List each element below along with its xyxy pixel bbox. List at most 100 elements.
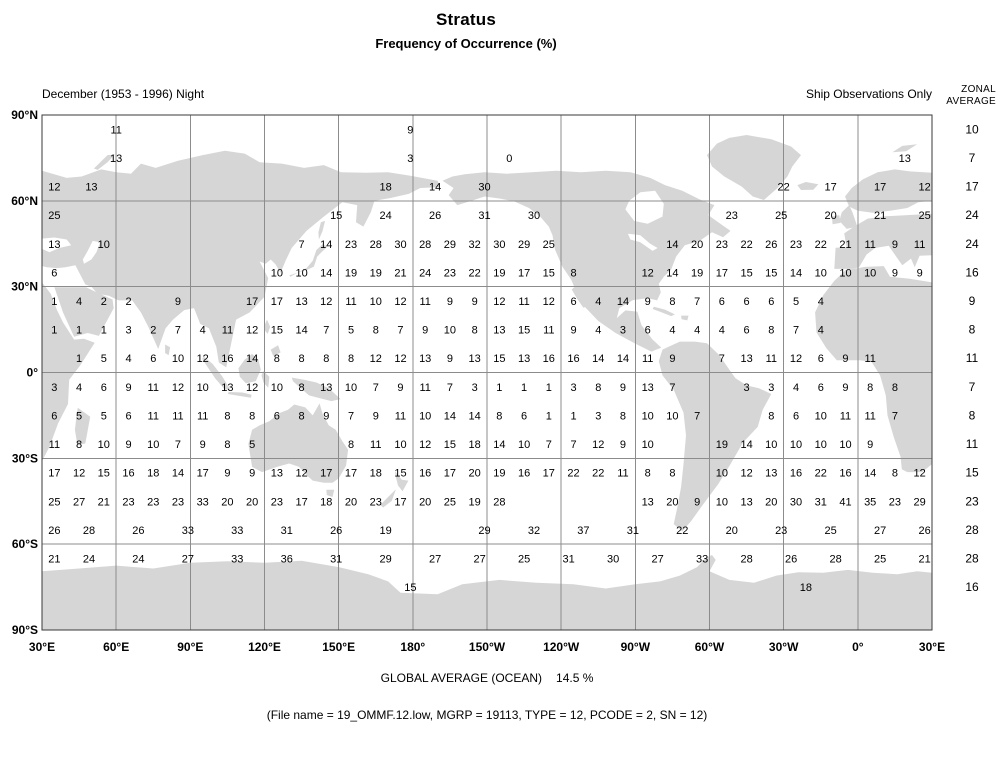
grid-value: 20 bbox=[345, 496, 357, 508]
grid-value: 8 bbox=[570, 267, 576, 279]
grid-value: 8 bbox=[472, 325, 478, 337]
landmass bbox=[831, 215, 841, 225]
grid-value: 23 bbox=[370, 496, 382, 508]
landmass bbox=[165, 344, 171, 356]
grid-value: 21 bbox=[48, 553, 60, 565]
grid-value: 14 bbox=[617, 353, 629, 365]
lon-tick-label: 0° bbox=[852, 640, 864, 654]
grid-value: 11 bbox=[766, 353, 777, 365]
grid-value: 6 bbox=[570, 296, 576, 308]
grid-value: 31 bbox=[281, 525, 293, 537]
grid-value: 23 bbox=[790, 239, 802, 251]
grid-value: 30 bbox=[478, 182, 490, 194]
grid-value: 9 bbox=[125, 382, 131, 394]
grid-value: 10 bbox=[765, 439, 777, 451]
grid-value: 2 bbox=[150, 325, 156, 337]
source-caption: Ship Observations Only bbox=[805, 87, 932, 101]
lon-tick-label: 60°W bbox=[695, 640, 725, 654]
grid-value: 6 bbox=[521, 410, 527, 422]
grid-value: 12 bbox=[295, 468, 307, 480]
grid-value: 17 bbox=[543, 468, 555, 480]
grid-value: 27 bbox=[473, 553, 485, 565]
grid-value: 8 bbox=[224, 410, 230, 422]
grid-value: 6 bbox=[744, 296, 750, 308]
zonal-average-value: 28 bbox=[965, 551, 979, 565]
grid-value: 15 bbox=[404, 582, 416, 594]
grid-value: 7 bbox=[719, 353, 725, 365]
grid-value: 23 bbox=[775, 525, 787, 537]
grid-value: 12 bbox=[740, 468, 752, 480]
grid-value: 0 bbox=[506, 153, 512, 165]
grid-value: 11 bbox=[840, 410, 851, 422]
grid-value: 4 bbox=[125, 353, 131, 365]
grid-value: 9 bbox=[397, 382, 403, 394]
grid-value: 23 bbox=[726, 210, 738, 222]
grid-value: 4 bbox=[818, 325, 824, 337]
grid-value: 13 bbox=[642, 496, 654, 508]
grid-value: 14 bbox=[320, 267, 332, 279]
grid-value: 5 bbox=[101, 410, 107, 422]
grid-value: 9 bbox=[447, 353, 453, 365]
landmass bbox=[892, 144, 918, 153]
grid-value: 17 bbox=[271, 296, 283, 308]
zonal-average-value: 8 bbox=[969, 323, 976, 337]
grid-value: 27 bbox=[182, 553, 194, 565]
grid-value: 30 bbox=[394, 239, 406, 251]
landmass bbox=[264, 319, 271, 334]
grid-value: 9 bbox=[842, 382, 848, 394]
grid-value: 25 bbox=[543, 239, 555, 251]
grid-value: 17 bbox=[518, 267, 530, 279]
grid-value: 7 bbox=[570, 439, 576, 451]
grid-value: 20 bbox=[691, 239, 703, 251]
grid-value: 22 bbox=[676, 525, 688, 537]
global-average-value: 14.5 % bbox=[556, 671, 594, 685]
grid-value: 8 bbox=[768, 410, 774, 422]
map-border bbox=[41, 114, 933, 631]
grid-value: 10 bbox=[271, 267, 283, 279]
grid-value: 12 bbox=[592, 439, 604, 451]
grid-value: 8 bbox=[595, 382, 601, 394]
grid-value: 6 bbox=[818, 353, 824, 365]
landmass bbox=[839, 205, 858, 229]
grid-value: 33 bbox=[696, 553, 708, 565]
grid-value: 17 bbox=[394, 496, 406, 508]
grid-value: 15 bbox=[740, 267, 752, 279]
grid-value: 11 bbox=[617, 468, 628, 480]
landmass bbox=[238, 353, 261, 384]
grid-value: 10 bbox=[271, 382, 283, 394]
grid-value: 18 bbox=[370, 468, 382, 480]
grid-value: 31 bbox=[627, 525, 639, 537]
lat-tick-label: 30°N bbox=[11, 280, 38, 294]
grid-value: 17 bbox=[716, 267, 728, 279]
file-caption: (File name = 19_OMMF.12.low, MGRP = 1911… bbox=[266, 708, 708, 722]
grid-value: 8 bbox=[669, 296, 675, 308]
grid-value: 6 bbox=[719, 296, 725, 308]
grid-value: 12 bbox=[918, 182, 930, 194]
grid-value: 4 bbox=[719, 325, 725, 337]
grid-value: 11 bbox=[864, 410, 875, 422]
grid-value: 15 bbox=[493, 353, 505, 365]
page-subtitle: Frequency of Occurrence (%) bbox=[375, 36, 557, 51]
landmass bbox=[681, 315, 689, 321]
grid-value: 9 bbox=[407, 124, 413, 136]
grid-value: 1 bbox=[76, 353, 82, 365]
water-body bbox=[42, 237, 72, 253]
grid-value: 14 bbox=[295, 325, 307, 337]
zonal-average-value: 24 bbox=[965, 208, 979, 222]
global-average-caption: GLOBAL AVERAGE (OCEAN) 14.5 % bbox=[42, 671, 932, 685]
lon-tick-label: 120°W bbox=[543, 640, 580, 654]
grid-value: 17 bbox=[48, 468, 60, 480]
grid-value: 28 bbox=[740, 553, 752, 565]
grid-value: 8 bbox=[299, 410, 305, 422]
grid-value: 12 bbox=[320, 296, 332, 308]
grid-value: 8 bbox=[373, 325, 379, 337]
lon-tick-label: 60°E bbox=[103, 640, 129, 654]
grid-value: 11 bbox=[345, 296, 356, 308]
landmass bbox=[571, 286, 588, 308]
grid-value: 10 bbox=[197, 382, 209, 394]
grid-value: 5 bbox=[76, 410, 82, 422]
landmass bbox=[54, 287, 114, 337]
landmass bbox=[815, 266, 932, 473]
grid-value: 11 bbox=[642, 353, 653, 365]
landmass bbox=[42, 150, 440, 368]
